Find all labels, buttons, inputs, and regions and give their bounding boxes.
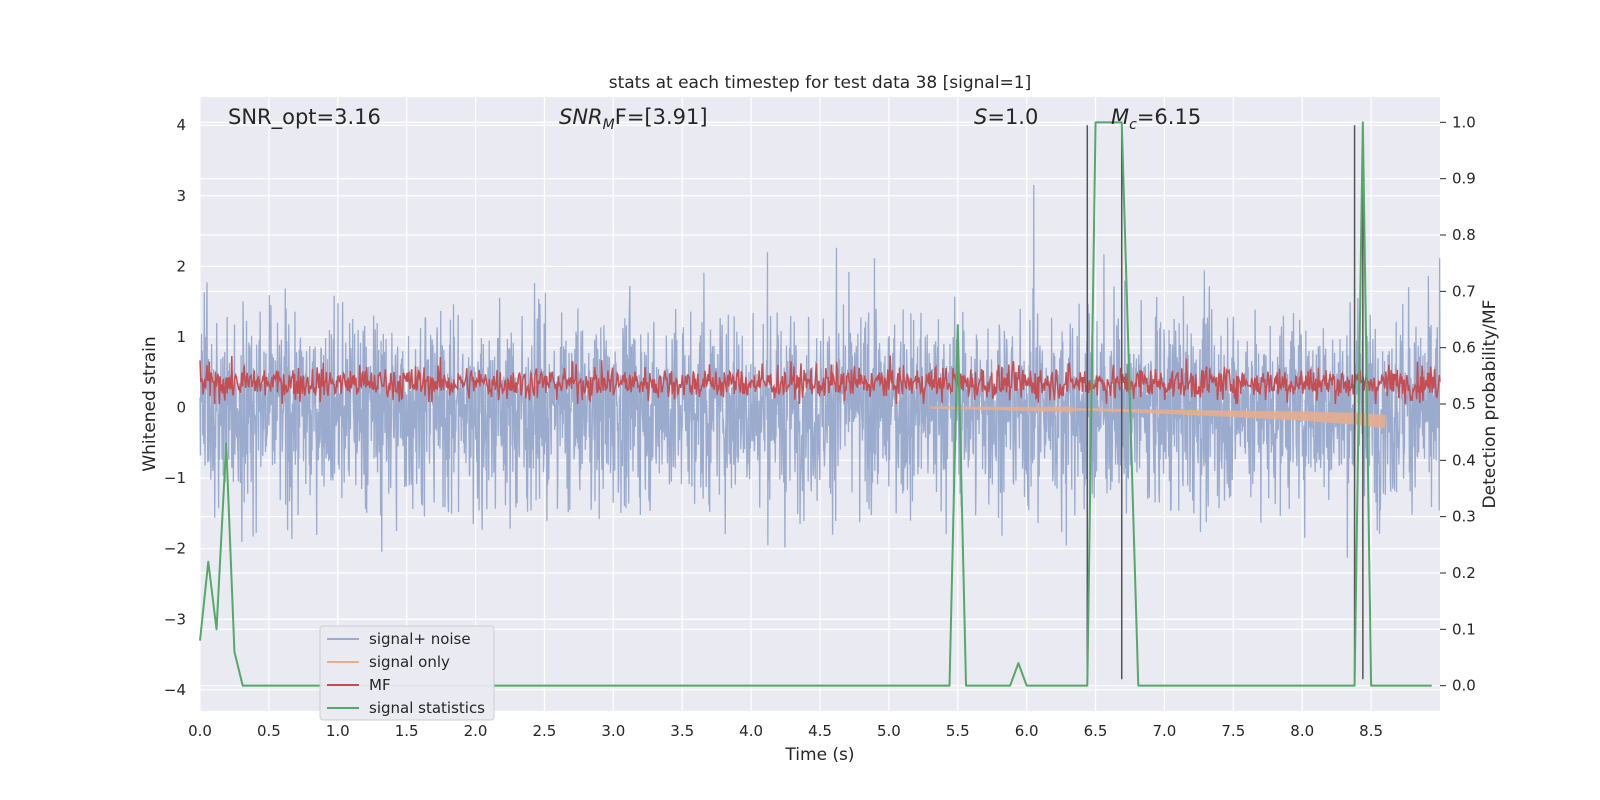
annotation-mc: Mc=6.15 [1111, 105, 1201, 133]
x-tick-label: 8.0 [1290, 722, 1314, 740]
y-tick-label: 4 [176, 116, 186, 134]
annotation-snr-opt: SNR_opt=3.16 [228, 105, 381, 130]
legend-label-signal-only: signal only [369, 653, 450, 671]
y2-tick-label: 0.8 [1452, 226, 1476, 244]
x-tick-label: 8.5 [1359, 722, 1383, 740]
x-tick-label: 2.0 [464, 722, 488, 740]
y2-tick-label: 0.9 [1452, 170, 1476, 188]
y2-tick-label: 1.0 [1452, 113, 1476, 131]
y2-tick-label: 0.3 [1452, 508, 1476, 526]
x-tick-label: 1.0 [326, 722, 350, 740]
y2-tick-label: 0.1 [1452, 620, 1476, 638]
y2-tick-label: 0.5 [1452, 395, 1476, 413]
x-tick-label: 4.5 [808, 722, 832, 740]
x-tick-label: 4.0 [739, 722, 763, 740]
x-tick-label: 6.0 [1015, 722, 1039, 740]
x-tick-label: 3.5 [670, 722, 694, 740]
annotation-s: S=1.0 [974, 105, 1038, 129]
y2-tick-label: 0.4 [1452, 451, 1476, 469]
y-tick-label: 2 [176, 257, 186, 275]
y2-tick-label: 0.0 [1452, 677, 1476, 695]
snr-mf-base: SNR [559, 105, 603, 129]
x-tick-label: 5.5 [946, 722, 970, 740]
x-tick-label: 6.5 [1084, 722, 1108, 740]
mc-sub: c [1129, 117, 1137, 133]
legend-label-signal-statistics: signal statistics [369, 699, 485, 717]
y2-tick-label: 0.2 [1452, 564, 1476, 582]
x-axis-label: Time (s) [784, 745, 854, 765]
y2-tick-label: 0.7 [1452, 282, 1476, 300]
y-tick-label: 1 [176, 328, 186, 346]
y-tick-label: 3 [176, 187, 186, 205]
plot-area [199, 121, 1441, 687]
s-rest: =1.0 [987, 105, 1038, 129]
x-tick-label: 2.5 [533, 722, 557, 740]
y-tick-label: −1 [164, 469, 186, 487]
mc-rest: =6.15 [1137, 105, 1201, 129]
x-tick-label: 1.5 [395, 722, 419, 740]
y-tick-label: −4 [164, 681, 186, 699]
series-mf-line [199, 355, 1441, 405]
x-tick-label: 0.5 [257, 722, 281, 740]
series-signal-noise-line [199, 184, 1441, 558]
snr-mf-sub: M [603, 117, 615, 133]
x-axis-ticks: 0.0 0.5 1.0 1.5 2.0 2.5 3.0 3.5 4.0 4.5 5.0 5.5 6.0 6… [188, 722, 1383, 740]
annotation-snr-mf: SNRMF=[3.91] [559, 105, 708, 133]
y2-tick-label: 0.6 [1452, 339, 1476, 357]
y2-axis-label: Detection probability/MF [1480, 300, 1500, 509]
snr-mf-rest: F=[3.91] [615, 105, 708, 129]
legend-label-mf: MF [369, 676, 391, 694]
y-tick-label: −3 [164, 610, 186, 628]
s-base: S [974, 105, 987, 129]
chart-title: stats at each timestep for test data 38 … [609, 73, 1032, 93]
y-tick-label: −2 [164, 540, 186, 558]
y2-axis-ticks: 1.0 0.9 0.8 0.7 0.6 0.5 0.4 0.3 0.2 0.1 0.0 [1440, 113, 1476, 695]
legend-box [319, 625, 495, 721]
mc-base: M [1111, 105, 1129, 129]
series-signal-statistics-line [199, 121, 1432, 687]
x-tick-label: 0.0 [188, 722, 212, 740]
y-tick-label: 0 [176, 399, 186, 417]
legend-label-signal-noise: signal+ noise [369, 630, 471, 648]
y-axis-label: Whitened strain [140, 336, 160, 471]
x-tick-label: 7.0 [1153, 722, 1177, 740]
x-tick-label: 3.0 [601, 722, 625, 740]
legend: signal+ noise signal only MF signal stat… [319, 625, 495, 721]
series-signal-only-line [929, 405, 1386, 429]
x-tick-label: 7.5 [1221, 722, 1245, 740]
y-axis-ticks: 4 3 2 1 0 −1 −2 −3 −4 [164, 116, 186, 699]
x-tick-label: 5.0 [877, 722, 901, 740]
